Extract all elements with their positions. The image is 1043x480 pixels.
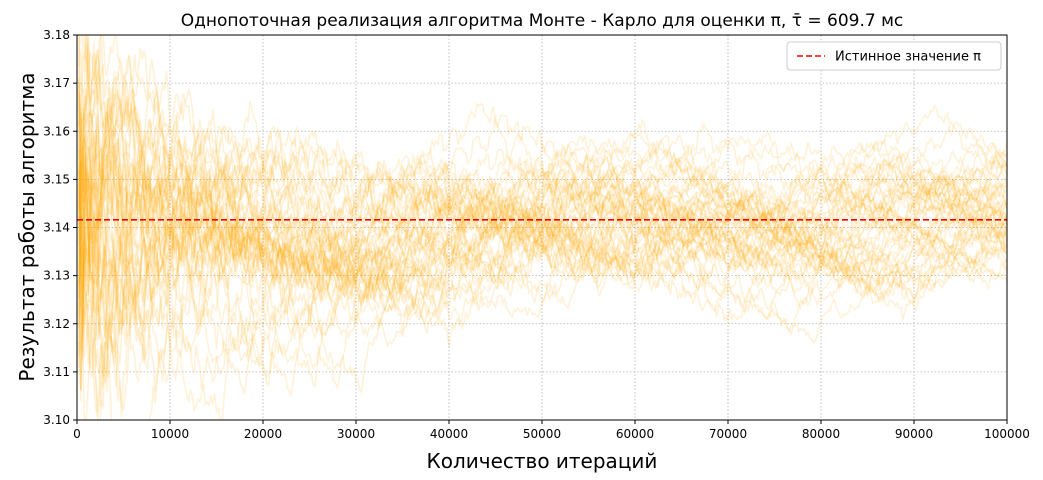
simulation-run-line <box>78 50 1007 302</box>
simulation-run-line <box>78 111 1007 312</box>
x-tick-label: 80000 <box>802 427 840 441</box>
simulation-run-line <box>78 133 1007 383</box>
legend-label: Истинное значение π <box>835 50 981 65</box>
simulation-run-line <box>78 41 1007 298</box>
simulation-run-line <box>78 167 1007 361</box>
y-axis-ticks: 3.10 3.11 3.12 3.13 3.14 3.15 3.16 3.17 3.18 <box>43 28 77 427</box>
simulation-run-line <box>78 170 1007 420</box>
simulation-run-line <box>78 140 1007 407</box>
y-axis-label: Результат работы алгоритма <box>15 72 39 381</box>
y-tick-label: 3.15 <box>43 172 70 186</box>
x-tick-label: 10000 <box>151 427 189 441</box>
simulation-run-line <box>78 106 1007 379</box>
simulation-run-line <box>78 140 1007 378</box>
y-tick-label: 3.14 <box>43 221 70 235</box>
simulation-run-line <box>78 35 1007 389</box>
simulation-run-line <box>78 35 1007 292</box>
simulation-run-line <box>78 88 1007 369</box>
simulation-run-line <box>78 58 1007 350</box>
simulation-run-line <box>78 107 1007 300</box>
simulation-run-line <box>78 123 1007 390</box>
simulation-run-line <box>78 168 1007 418</box>
simulation-run-line <box>78 93 1007 388</box>
y-tick-label: 3.10 <box>43 413 70 427</box>
simulation-run-line <box>78 173 1007 402</box>
simulation-run-line <box>78 74 1007 387</box>
x-axis-label: Количество итераций <box>427 449 658 473</box>
simulation-run-line <box>78 108 1007 298</box>
simulation-run-line <box>78 47 1007 304</box>
simulation-run-line <box>78 85 1007 290</box>
x-tick-label: 40000 <box>430 427 468 441</box>
simulation-run-line <box>78 109 1007 390</box>
chart-title: Однопоточная реализация алгоритма Монте … <box>181 11 904 31</box>
x-tick-label: 90000 <box>895 427 933 441</box>
simulation-run-line <box>78 80 1007 338</box>
y-tick-label: 3.13 <box>43 269 70 283</box>
y-tick-label: 3.16 <box>43 124 70 138</box>
x-tick-label: 30000 <box>337 427 375 441</box>
simulation-run-line <box>78 90 1007 311</box>
x-tick-label: 20000 <box>244 427 282 441</box>
simulation-run-line <box>78 146 1007 418</box>
simulation-run-line <box>78 89 1007 329</box>
simulation-run-line <box>78 124 1007 352</box>
simulation-run-line <box>78 35 1007 392</box>
simulation-run-line <box>78 74 1007 313</box>
simulation-run-line <box>78 129 1007 339</box>
x-tick-label: 50000 <box>523 427 561 441</box>
simulation-runs <box>78 35 1007 420</box>
legend-box <box>786 41 1002 71</box>
simulation-run-line <box>78 161 1007 355</box>
simulation-run-line <box>78 35 1007 395</box>
simulation-run-line <box>78 108 1007 298</box>
y-tick-label: 3.12 <box>43 317 70 331</box>
simulation-run-line <box>78 88 1007 413</box>
simulation-run-line <box>78 177 1007 382</box>
simulation-run-line <box>78 101 1007 420</box>
x-tick-label: 60000 <box>616 427 654 441</box>
simulation-run-line <box>78 95 1007 329</box>
simulation-run-line <box>78 35 1007 297</box>
x-tick-label: 70000 <box>709 427 747 441</box>
simulation-run-line <box>78 137 1007 279</box>
simulation-run-line <box>78 93 1007 388</box>
y-tick-label: 3.18 <box>43 28 70 42</box>
x-axis-ticks: 0 10000 20000 30000 40000 50000 60000 70000 8000… <box>73 420 1030 441</box>
x-tick-label: 100000 <box>984 427 1030 441</box>
simulation-run-line <box>78 77 1007 345</box>
simulation-run-line <box>78 104 1007 321</box>
simulation-run-line <box>78 57 1007 303</box>
legend: Истинное значение π <box>786 41 1002 71</box>
simulation-run-line <box>78 55 1007 280</box>
simulation-run-line <box>78 111 1007 303</box>
y-tick-label: 3.17 <box>43 76 70 90</box>
y-tick-label: 3.11 <box>43 365 70 379</box>
simulation-run-line <box>78 169 1007 420</box>
simulation-run-line <box>78 51 1007 302</box>
simulation-run-line <box>78 54 1007 329</box>
x-tick-label: 0 <box>73 427 81 441</box>
